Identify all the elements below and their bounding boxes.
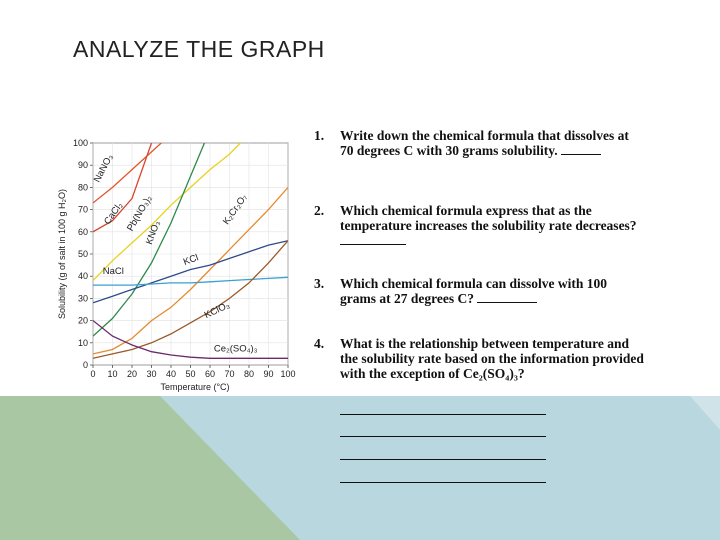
- x-tick-label: 90: [263, 369, 273, 379]
- x-tick-label: 40: [166, 369, 176, 379]
- x-tick-label: 80: [244, 369, 254, 379]
- chart: Temperature (°C) Solubility (g of salt i…: [57, 138, 296, 392]
- answer-line: [340, 482, 546, 483]
- y-tick-label: 30: [78, 293, 88, 303]
- series-line: [93, 143, 153, 233]
- y-tick-label: 40: [78, 271, 88, 281]
- question-text: Which chemical formula can dissolve with…: [340, 276, 607, 306]
- corner-shape: [690, 396, 720, 430]
- y-tick-label: 60: [78, 227, 88, 237]
- answer-line: [340, 459, 546, 460]
- series-label: NaCl: [103, 266, 124, 277]
- x-tick-label: 0: [90, 369, 95, 379]
- x-tick-label: 10: [107, 369, 117, 379]
- y-tick-label: 0: [83, 360, 88, 370]
- x-tick-label: 50: [185, 369, 195, 379]
- y-tick-label: 80: [78, 182, 88, 192]
- y-tick-label: 10: [78, 338, 88, 348]
- series-line: [93, 143, 242, 282]
- answer-line: [340, 436, 546, 437]
- question-number: 1.: [314, 128, 325, 143]
- y-tick-label: 70: [78, 205, 88, 215]
- y-tick-label: 20: [78, 316, 88, 326]
- question-number: 4.: [314, 336, 325, 351]
- question-number: 2.: [314, 203, 325, 218]
- question-text: What is the relationship between tempera…: [340, 336, 644, 381]
- question: 1. Write down the chemical formula that …: [314, 128, 644, 158]
- series-line: [93, 240, 288, 359]
- green-shape: [0, 396, 300, 540]
- series-line: [93, 143, 163, 204]
- question: 3. Which chemical formula can dissolve w…: [314, 276, 644, 306]
- x-tick-label: 20: [127, 369, 137, 379]
- y-tick-label: 100: [73, 138, 88, 148]
- y-tick-label: 50: [78, 249, 88, 259]
- series-line: [93, 143, 206, 337]
- lines: [93, 143, 288, 359]
- slide-title: ANALYZE THE GRAPH: [73, 36, 325, 62]
- y-axis-label: Solubility (g of salt in 100 g H₂O): [57, 189, 67, 319]
- series-label: KCl: [182, 252, 200, 268]
- x-tick-label: 60: [205, 369, 215, 379]
- series-label: Ce₂(SO₄)₃: [214, 344, 258, 355]
- x-tick-label: 30: [146, 369, 156, 379]
- series-line: [93, 320, 288, 359]
- series-line: [93, 240, 288, 304]
- question-number: 3.: [314, 276, 325, 291]
- x-axis-label: Temperature (°C): [160, 382, 229, 392]
- x-tick-label: 70: [224, 369, 234, 379]
- question: 2. Which chemical formula express that a…: [314, 203, 644, 248]
- question-text: Write down the chemical formula that dis…: [340, 128, 629, 158]
- answer-line: [340, 414, 546, 415]
- question-text: Which chemical formula express that as t…: [340, 203, 637, 233]
- question: 4. What is the relationship between temp…: [314, 336, 644, 381]
- y-tick-label: 90: [78, 160, 88, 170]
- x-tick-label: 100: [280, 369, 295, 379]
- series-line: [93, 276, 288, 286]
